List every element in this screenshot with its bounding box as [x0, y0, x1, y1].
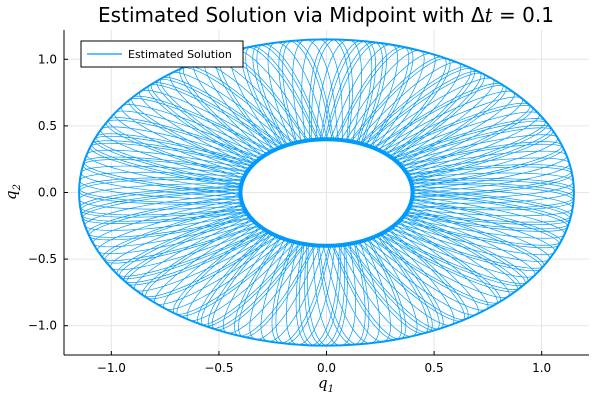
x-tick-label: 0.5: [425, 361, 444, 375]
y-tick-label: 0.0: [38, 186, 57, 200]
x-ticks: −1.0 −0.5 0.0 0.5 1.0: [97, 351, 551, 375]
x-tick-label: −1.0: [97, 361, 126, 375]
y-tick-label: −1.0: [28, 319, 57, 333]
y-tick-label: 1.0: [38, 52, 57, 66]
y-tick-label: −0.5: [28, 252, 57, 266]
chart-title: Estimated Solution via Midpoint with Δt …: [98, 3, 554, 27]
x-axis-label: q1: [318, 374, 334, 395]
x-tick-label: −0.5: [204, 361, 233, 375]
x-tick-label: 0.0: [317, 361, 336, 375]
outer-boundary: [78, 38, 575, 347]
x-tick-label: 1.0: [532, 361, 551, 375]
y-tick-label: 0.5: [38, 119, 57, 133]
legend: Estimated Solution: [80, 40, 244, 68]
y-axis-label: q2: [2, 184, 23, 200]
series-group: [78, 38, 575, 347]
inner-boundary: [238, 137, 415, 248]
legend-label: Estimated Solution: [128, 48, 232, 61]
y-ticks: −1.0 −0.5 0.0 0.5 1.0: [28, 52, 68, 333]
series-line-estimated-solution: [78, 39, 575, 347]
